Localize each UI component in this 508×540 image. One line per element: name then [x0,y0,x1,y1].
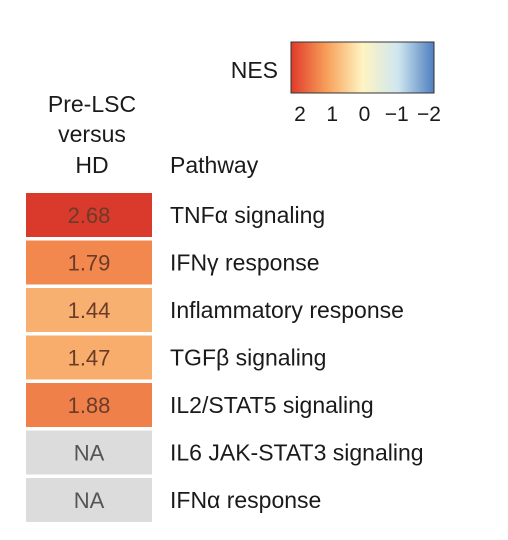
legend-title: NES [231,57,278,83]
legend-tick-label: 1 [326,103,338,126]
pathway-label: Inflammatory response [170,297,404,323]
heatmap-cell-value: 1.79 [68,251,111,276]
heatmap-cell-value: 1.47 [68,346,111,371]
column-header-line-1: Pre-LSC [48,91,136,117]
heatmap-cell-value: NA [74,441,105,466]
heatmap-cell-value: 2.68 [68,203,111,228]
heatmap-cell [26,193,152,237]
heatmap-rows: 2.68 TNFα signaling 1.79 IFNγ response 1.44 I… [26,193,424,522]
heatmap-cell-value: NA [74,488,105,513]
heatmap-cell-value: 1.44 [68,298,111,323]
pathway-label: IFNγ response [170,250,320,276]
heatmap-cell [26,478,152,522]
pathway-label: TGFβ signaling [170,345,326,371]
pathway-label: IL2/STAT5 signaling [170,392,374,418]
legend-ticks: 2 1 0 −1 −2 [294,103,441,126]
heatmap-cell [26,383,152,427]
legend-tick-label: −2 [417,103,441,126]
pathway-label: IFNα response [170,487,321,513]
pathway-label: TNFα signaling [170,202,325,228]
heatmap-cell [26,335,152,380]
legend-tick-label: 2 [294,103,306,126]
heatmap-cell [26,430,152,475]
heatmap-cell [26,288,152,332]
column-header-line-2: versus [58,121,126,147]
heatmap-cell-value: 1.88 [68,393,111,418]
row-header: Pathway [170,152,259,178]
legend-tick-label: 0 [359,103,371,126]
legend-tick-label: −1 [385,103,409,126]
legend-color-bar [290,41,435,94]
column-header-line-3: HD [75,152,108,178]
heatmap-cell [26,240,152,285]
pathway-label: IL6 JAK-STAT3 signaling [170,440,424,466]
